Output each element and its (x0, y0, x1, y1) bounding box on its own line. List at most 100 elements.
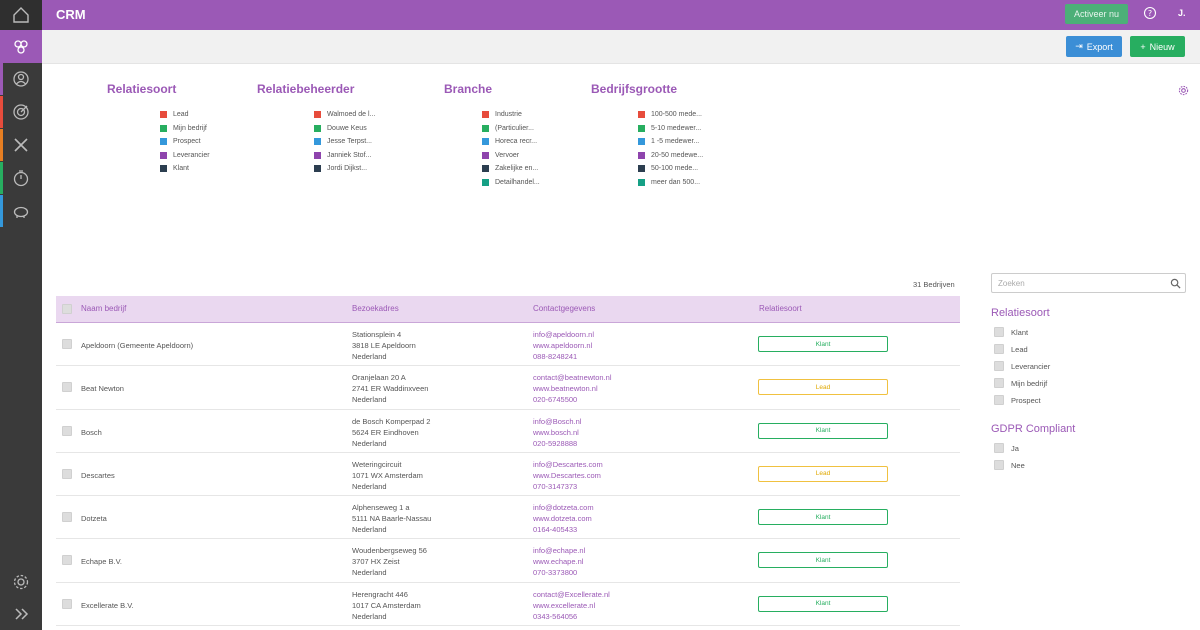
filter-option[interactable]: Nee (994, 460, 1025, 470)
help-icon[interactable]: ? (1143, 6, 1157, 20)
contact-line[interactable]: info@apeldoorn.nl (533, 330, 594, 339)
filter-checkbox[interactable] (994, 344, 1004, 354)
legend-item[interactable]: (Particulier... (482, 122, 540, 136)
header-relatiesoort[interactable]: Relatiesoort (759, 304, 802, 313)
new-button[interactable]: + Nieuw (1130, 36, 1185, 57)
contact-line[interactable]: 0164-405433 (533, 525, 578, 535)
legend-item[interactable]: Leverancier (160, 149, 210, 163)
contact-line[interactable]: 070-3373800 (533, 568, 578, 578)
filter-checkbox[interactable] (994, 460, 1004, 470)
contact-line[interactable]: www.Descartes.com (533, 470, 601, 480)
table-row[interactable]: Beat Newton Oranjelaan 20 A 2741 ER Waddin… (56, 366, 960, 410)
contact-line[interactable]: www.bosch.nl (533, 427, 579, 437)
row-checkbox[interactable] (62, 468, 72, 479)
legend-item[interactable]: Walmoed de l... (314, 108, 375, 122)
legend-item[interactable]: 50-100 mede... (638, 162, 703, 176)
company-name[interactable]: Apeldoorn (Gemeente Apeldoorn) (81, 341, 194, 350)
filter-checkbox[interactable] (994, 361, 1004, 371)
legend-item[interactable]: Zakelijke en... (482, 162, 540, 176)
filter-option[interactable]: Prospect (994, 395, 1041, 405)
filter-option[interactable]: Leverancier (994, 361, 1050, 371)
chart-settings-gear-icon[interactable] (1178, 85, 1189, 96)
legend-item[interactable]: 5-10 medewer... (638, 122, 703, 136)
filter-option[interactable]: Klant (994, 327, 1028, 337)
legend-item[interactable]: Janniek Stof... (314, 149, 375, 163)
user-icon[interactable] (0, 63, 42, 95)
company-name[interactable]: Echape B.V. (81, 557, 123, 567)
legend-item[interactable]: Mijn bedrijf (160, 122, 210, 136)
legend-item[interactable]: Klant (160, 162, 210, 176)
legend-item[interactable]: Detailhandel... (482, 176, 540, 190)
contact-line[interactable]: www.echape.nl (533, 557, 584, 567)
table-row[interactable]: Bosch de Bosch Komperpad 2 5624 ER Eindhov… (56, 410, 960, 453)
contact-line[interactable]: 020-5928888 (533, 438, 578, 448)
company-name[interactable]: Beat Newton (81, 384, 124, 394)
filter-checkbox[interactable] (994, 327, 1004, 337)
target-icon[interactable] (0, 96, 42, 128)
legend-item[interactable]: Horeca recr... (482, 135, 540, 149)
legend-item[interactable]: Industrie (482, 108, 540, 122)
user-menu[interactable]: J. (1178, 8, 1186, 18)
filter-checkbox[interactable] (994, 395, 1004, 405)
legend-item[interactable]: 1 -5 medewer... (638, 135, 703, 149)
row-checkbox[interactable] (62, 512, 72, 523)
table-row[interactable]: Descartes Weteringcircuit 1071 WX Amsterda… (56, 453, 960, 497)
contact-line[interactable]: contact@beatnewton.nl (533, 373, 612, 383)
header-bezoekadres[interactable]: Bezoekadres (352, 304, 399, 313)
search-input[interactable]: Zoeken (991, 273, 1186, 293)
contact-line[interactable]: www.beatnewton.nl (533, 384, 598, 394)
row-checkbox[interactable] (62, 382, 72, 393)
contact-line[interactable]: 088-8248241 (533, 352, 578, 361)
contact-line[interactable]: www.excellerate.nl (533, 600, 596, 610)
filter-checkbox[interactable] (994, 378, 1004, 388)
settings-gear-icon[interactable] (0, 566, 42, 598)
row-checkbox[interactable] (62, 598, 72, 609)
contact-line[interactable]: contact@Excellerate.nl (533, 589, 610, 599)
legend-item[interactable]: Jesse Terpst... (314, 135, 375, 149)
legend-item[interactable]: 100-500 mede... (638, 108, 703, 122)
select-all-checkbox[interactable] (62, 304, 72, 314)
filter-option[interactable]: Mijn bedrijf (994, 378, 1047, 388)
company-name[interactable]: Bosch (81, 427, 102, 437)
contact-line[interactable]: 020-6745500 (533, 395, 578, 405)
legend-item[interactable]: Douwe Keus (314, 122, 375, 136)
row-checkbox[interactable] (62, 339, 72, 349)
contact-line[interactable]: info@dotzeta.com (533, 503, 594, 513)
table-row[interactable]: Dotzeta Alphenseweg 1 a 5111 NA Baarle-Nas… (56, 496, 960, 540)
company-name[interactable]: Dotzeta (81, 514, 107, 524)
tools-icon[interactable] (0, 129, 42, 161)
search-icon[interactable] (1170, 278, 1181, 289)
legend-item[interactable]: meer dan 500... (638, 176, 703, 190)
crm-icon[interactable] (0, 30, 42, 63)
legend-item[interactable]: Vervoer (482, 149, 540, 163)
legend-item[interactable]: 20-50 medewe... (638, 149, 703, 163)
company-name[interactable]: Descartes (81, 470, 115, 480)
legend-item[interactable]: Prospect (160, 135, 210, 149)
table-row[interactable]: Echape B.V. Woudenbergseweg 56 3707 HX Zei… (56, 539, 960, 583)
contact-line[interactable]: www.apeldoorn.nl (533, 341, 593, 350)
export-button[interactable]: ⇥ Export (1066, 36, 1122, 57)
expand-chevron-icon[interactable] (0, 598, 42, 630)
home-icon[interactable] (0, 0, 42, 30)
contact-line[interactable]: 070-3147373 (533, 481, 578, 491)
header-naam-bedrijf[interactable]: Naam bedrijf (81, 304, 127, 313)
row-checkbox[interactable] (62, 425, 72, 436)
activate-button[interactable]: Activeer nu (1065, 4, 1128, 24)
contact-line[interactable]: www.dotzeta.com (533, 514, 592, 524)
contact-line[interactable]: info@Bosch.nl (533, 416, 582, 426)
contact-line[interactable]: 0343-564056 (533, 611, 578, 621)
contact-line[interactable]: info@echape.nl (533, 546, 586, 556)
contact-line[interactable]: info@Descartes.com (533, 459, 603, 469)
filter-checkbox[interactable] (994, 443, 1004, 453)
company-name[interactable]: Excellerate B.V. (81, 600, 134, 610)
timer-icon[interactable] (0, 162, 42, 194)
filter-option[interactable]: Ja (994, 443, 1019, 453)
legend-item[interactable]: Jordi Dijkst... (314, 162, 375, 176)
row-checkbox[interactable] (62, 555, 72, 566)
legend-item[interactable]: Lead (160, 108, 210, 122)
table-row[interactable]: Excellerate B.V. Herengracht 446 1017 CA A… (56, 583, 960, 627)
header-contactgegevens[interactable]: Contactgegevens (533, 304, 596, 313)
filter-option[interactable]: Lead (994, 344, 1028, 354)
table-row[interactable]: Apeldoorn (Gemeente Apeldoorn) Stationspl… (56, 323, 960, 367)
piggy-bank-icon[interactable] (0, 195, 42, 227)
